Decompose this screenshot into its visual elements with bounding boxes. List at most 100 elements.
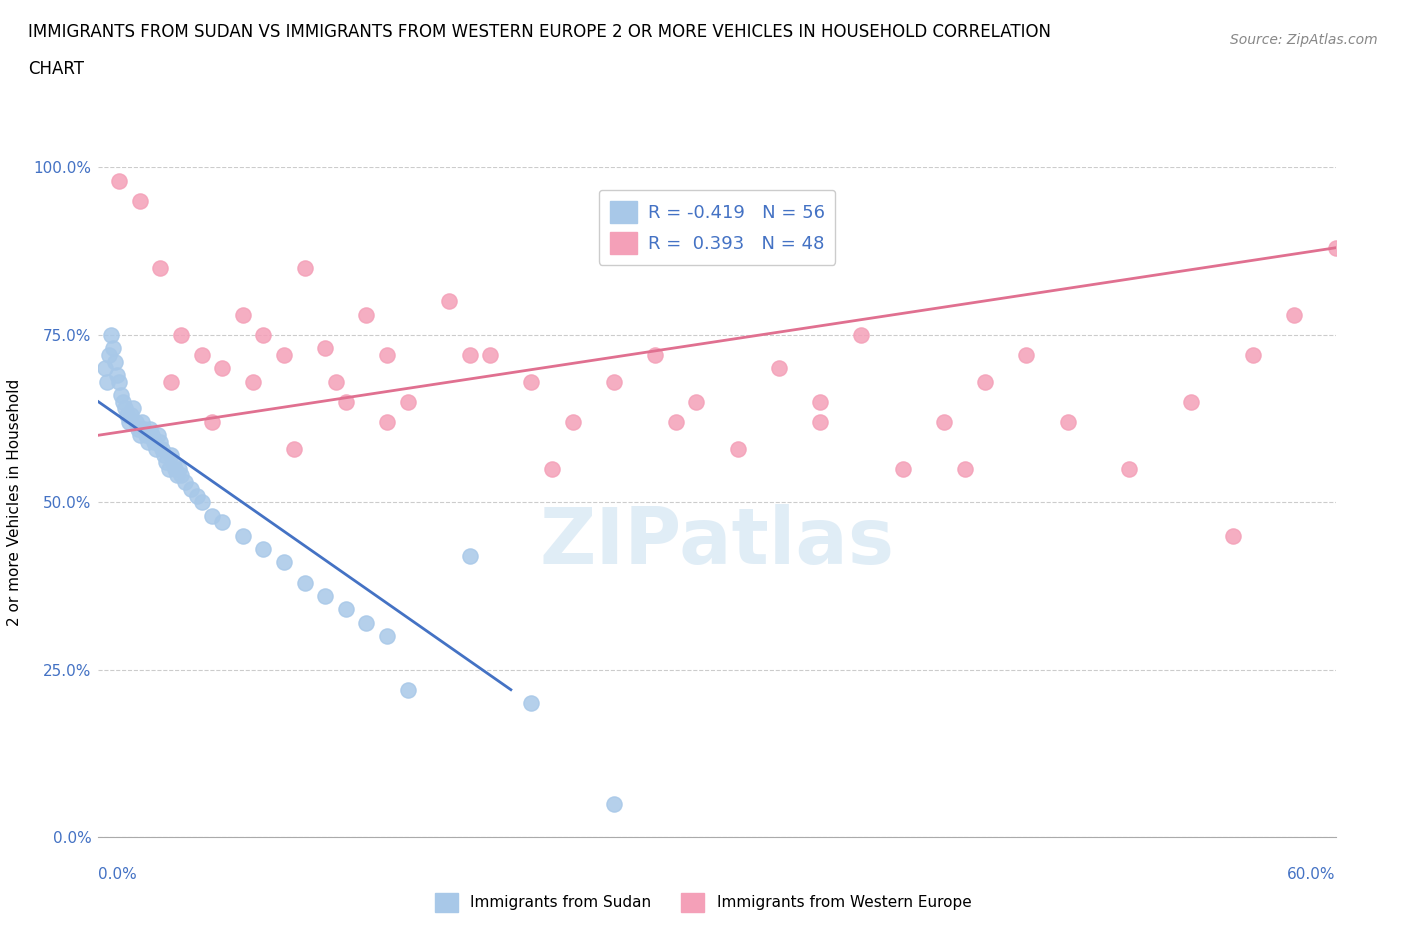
Point	[131, 415, 153, 430]
Point	[603, 796, 626, 811]
Point	[96, 374, 118, 389]
Point	[294, 260, 316, 275]
Point	[135, 428, 157, 443]
Point	[1015, 348, 1038, 363]
Point	[114, 401, 136, 416]
Point	[314, 340, 336, 355]
Point	[112, 394, 135, 409]
Text: 60.0%: 60.0%	[1288, 867, 1336, 883]
Point	[190, 495, 212, 510]
Point	[437, 294, 460, 309]
Point	[150, 441, 173, 456]
Point	[520, 696, 543, 711]
Point	[375, 415, 398, 430]
Point	[108, 374, 131, 389]
Point	[170, 327, 193, 342]
Point	[174, 474, 197, 489]
Point	[108, 173, 131, 188]
Point	[644, 348, 666, 363]
Point	[974, 374, 997, 389]
Point	[273, 555, 295, 570]
Point	[891, 461, 914, 476]
Point	[211, 361, 233, 376]
Point	[727, 441, 749, 456]
Point	[167, 461, 190, 476]
Point	[201, 508, 224, 523]
Point	[148, 428, 170, 443]
Point	[283, 441, 305, 456]
Point	[127, 421, 149, 436]
Text: IMMIGRANTS FROM SUDAN VS IMMIGRANTS FROM WESTERN EUROPE 2 OR MORE VEHICLES IN HO: IMMIGRANTS FROM SUDAN VS IMMIGRANTS FROM…	[28, 23, 1052, 41]
Point	[163, 461, 186, 476]
Point	[118, 415, 141, 430]
Point	[541, 461, 564, 476]
Point	[314, 589, 336, 604]
Point	[159, 448, 181, 463]
Point	[808, 415, 831, 430]
Point	[141, 428, 163, 443]
Point	[122, 401, 145, 416]
Point	[953, 461, 976, 476]
Point	[117, 407, 139, 422]
Point	[561, 415, 583, 430]
Point	[768, 361, 790, 376]
Point	[1284, 307, 1306, 322]
Text: Source: ZipAtlas.com: Source: ZipAtlas.com	[1230, 33, 1378, 46]
Point	[335, 602, 357, 617]
Point	[136, 434, 159, 449]
Point	[479, 348, 502, 363]
Point	[132, 421, 155, 436]
Point	[170, 468, 193, 483]
Point	[356, 616, 378, 631]
Point	[157, 461, 180, 476]
Point	[97, 348, 120, 363]
Point	[375, 629, 398, 644]
Text: CHART: CHART	[28, 60, 84, 78]
Point	[145, 441, 167, 456]
Point	[128, 428, 150, 443]
Point	[120, 407, 142, 422]
Point	[155, 455, 177, 470]
Point	[396, 683, 419, 698]
Point	[520, 374, 543, 389]
Point	[149, 434, 172, 449]
Point	[128, 193, 150, 208]
Point	[105, 367, 128, 382]
Point	[143, 434, 166, 449]
Point	[665, 415, 688, 430]
Point	[190, 348, 212, 363]
Point	[153, 448, 176, 463]
Point	[242, 374, 264, 389]
Point	[162, 455, 184, 470]
Point	[211, 515, 233, 530]
Point	[685, 394, 707, 409]
Point	[1324, 240, 1347, 255]
Point	[396, 394, 419, 409]
Point	[232, 307, 254, 322]
Point	[458, 549, 481, 564]
Point	[104, 354, 127, 369]
Point	[1118, 461, 1140, 476]
Point	[186, 488, 208, 503]
Point	[325, 374, 347, 389]
Point	[201, 415, 224, 430]
Point	[252, 541, 274, 556]
Point	[1222, 528, 1244, 543]
Point	[166, 468, 188, 483]
Point	[356, 307, 378, 322]
Point	[124, 415, 146, 430]
Point	[808, 394, 831, 409]
Text: 0.0%: 0.0%	[98, 867, 138, 883]
Point	[232, 528, 254, 543]
Point	[335, 394, 357, 409]
Point	[294, 575, 316, 590]
Point	[101, 340, 124, 355]
Legend: Immigrants from Sudan, Immigrants from Western Europe: Immigrants from Sudan, Immigrants from W…	[429, 887, 977, 918]
Point	[603, 374, 626, 389]
Point	[159, 374, 181, 389]
Point	[1056, 415, 1078, 430]
Legend: R = -0.419   N = 56, R =  0.393   N = 48: R = -0.419 N = 56, R = 0.393 N = 48	[599, 190, 835, 264]
Point	[375, 348, 398, 363]
Point	[252, 327, 274, 342]
Point	[851, 327, 873, 342]
